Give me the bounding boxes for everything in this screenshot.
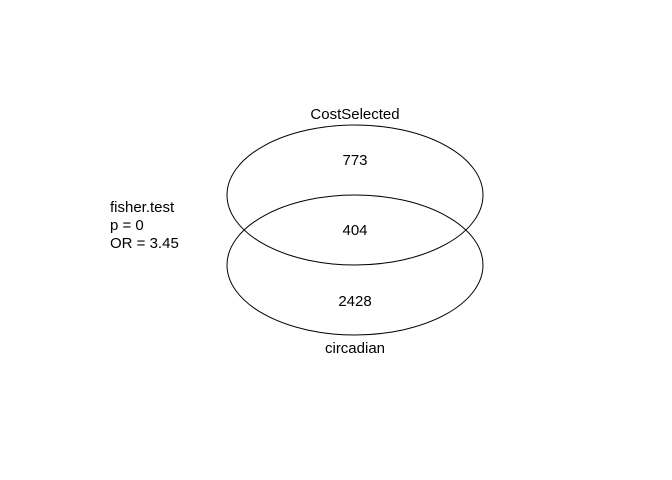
stats-annotation: fisher.test p = 0 OR = 3.45 xyxy=(110,199,179,253)
set-b-only-count: 2428 xyxy=(338,293,372,310)
stats-p-value: p = 0 xyxy=(110,217,144,234)
intersection-count: 404 xyxy=(342,222,368,239)
set-a-ellipse xyxy=(226,124,484,266)
stats-odds-ratio: OR = 3.45 xyxy=(110,235,179,252)
stats-test-name: fisher.test xyxy=(110,199,175,216)
set-a-only-count: 773 xyxy=(342,152,368,169)
set-a-label: CostSelected xyxy=(310,106,400,123)
set-b-ellipse xyxy=(226,194,484,336)
set-b-label: circadian xyxy=(324,340,386,357)
